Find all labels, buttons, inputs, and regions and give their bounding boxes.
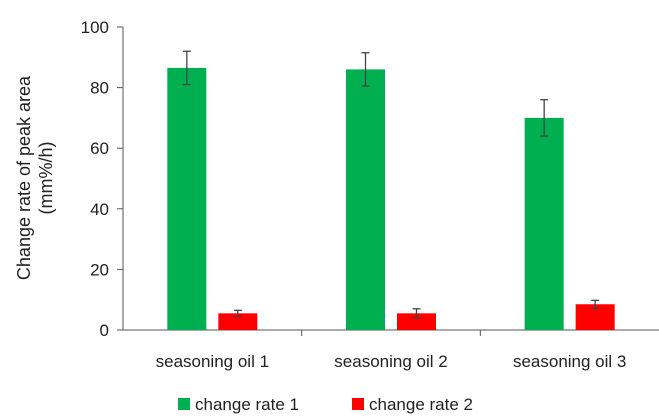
bar — [397, 313, 436, 330]
y-tick-label: 100 — [81, 18, 109, 37]
bar — [524, 117, 564, 331]
bars — [167, 67, 615, 331]
tick-labels: 0 20 40 60 80 100 seasoning oil 1 seasoning oil… — [81, 18, 627, 371]
legend-label: change rate 2 — [369, 395, 473, 414]
bar — [167, 67, 207, 330]
y-tick-label: 40 — [90, 200, 109, 219]
bar — [218, 313, 258, 330]
y-tick-label: 60 — [90, 139, 109, 158]
y-axis-title: Change rate of peak area — [14, 75, 34, 280]
axes — [117, 26, 659, 336]
y-tick-label: 80 — [90, 79, 109, 98]
legend-label: change rate 1 — [195, 395, 299, 414]
legend-swatch — [178, 398, 190, 410]
legend-swatch — [352, 398, 364, 410]
x-category-label: seasoning oil 3 — [513, 352, 626, 371]
y-axis-title-line-1: Change rate of peak area — [14, 75, 34, 280]
y-axis-title-unit: (mm%/h) — [36, 142, 56, 215]
x-category-label: seasoning oil 2 — [334, 352, 447, 371]
y-tick-label: 0 — [100, 321, 109, 340]
legend: change rate 1 change rate 2 — [178, 395, 473, 414]
x-category-label: seasoning oil 1 — [156, 352, 269, 371]
bar — [346, 69, 385, 331]
y-tick-label: 20 — [90, 260, 109, 279]
error-bars — [182, 50, 600, 319]
